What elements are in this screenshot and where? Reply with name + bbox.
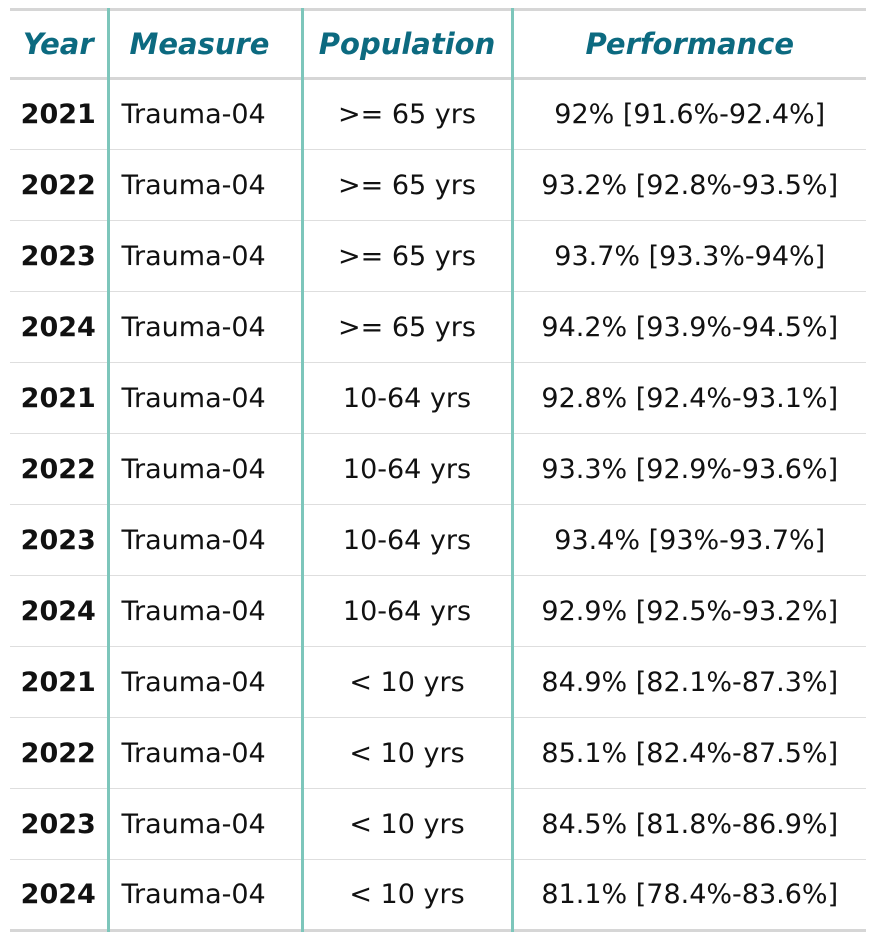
population-cell: < 10 yrs: [302, 788, 514, 860]
table-body: 2021 Trauma-04 >= 65 yrs 92% [91.6%-92.4%] 2…: [10, 78, 866, 931]
performance-table: Year Measure Population Performance 2021…: [10, 8, 866, 932]
measure-cell: Trauma-04: [108, 646, 304, 718]
table-row: 2022 Trauma-04 10-64 yrs 93.3% [92.9%-93.6%…: [10, 433, 866, 505]
year-cell: 2022: [10, 149, 110, 221]
performance-cell: 84.9% [82.1%-87.3%]: [541, 666, 839, 698]
performance-cell: 92.9% [92.5%-93.2%]: [541, 595, 839, 627]
table-row: 2021 Trauma-04 < 10 yrs 84.9% [82.1%-87.3%]: [10, 646, 866, 718]
table-row: 2021 Trauma-04 >= 65 yrs 92% [91.6%-92.4%]: [10, 78, 866, 150]
performance-cell: 85.1% [82.4%-87.5%]: [541, 737, 839, 769]
header-population: Population: [302, 9, 514, 79]
year-cell: 2021: [10, 78, 110, 150]
header-performance: Performance: [585, 27, 795, 61]
year-cell: 2022: [10, 433, 110, 505]
year-cell: 2023: [10, 788, 110, 860]
table-row: 2024 Trauma-04 10-64 yrs 92.9% [92.5%-93.2%…: [10, 575, 866, 647]
year-cell: 2023: [10, 504, 110, 576]
measure-cell: Trauma-04: [108, 575, 304, 647]
population-cell: 10-64 yrs: [302, 362, 514, 434]
table-row: 2021 Trauma-04 10-64 yrs 92.8% [92.4%-93.1%…: [10, 362, 866, 434]
table-row: 2022 Trauma-04 >= 65 yrs 93.2% [92.8%-93.5%…: [10, 149, 866, 221]
performance-cell: 92% [91.6%-92.4%]: [554, 99, 826, 130]
population-cell: < 10 yrs: [302, 859, 514, 931]
population-cell: 10-64 yrs: [302, 433, 514, 505]
year-cell: 2022: [10, 717, 110, 789]
table-row: 2023 Trauma-04 >= 65 yrs 93.7% [93.3%-94%]: [10, 220, 866, 292]
table-row: 2023 Trauma-04 10-64 yrs 93.4% [93%-93.7%]: [10, 504, 866, 576]
table-row: 2024 Trauma-04 < 10 yrs 81.1% [78.4%-83.6%]: [10, 859, 866, 931]
table-row: 2022 Trauma-04 < 10 yrs 85.1% [82.4%-87.5%]: [10, 717, 866, 789]
population-cell: >= 65 yrs: [302, 291, 514, 363]
population-cell: >= 65 yrs: [302, 149, 514, 221]
population-cell: 10-64 yrs: [302, 504, 514, 576]
year-cell: 2024: [10, 291, 110, 363]
measure-cell: Trauma-04: [108, 859, 304, 931]
table-row: 2024 Trauma-04 >= 65 yrs 94.2% [93.9%-94.5%…: [10, 291, 866, 363]
population-cell: < 10 yrs: [302, 646, 514, 718]
performance-cell: 93.2% [92.8%-93.5%]: [541, 169, 839, 201]
table-row: 2023 Trauma-04 < 10 yrs 84.5% [81.8%-86.9%]: [10, 788, 866, 860]
performance-cell: 93.3% [92.9%-93.6%]: [541, 453, 839, 485]
measure-cell: Trauma-04: [108, 433, 304, 505]
year-cell: 2021: [10, 362, 110, 434]
header-year: Year: [10, 9, 110, 79]
measure-cell: Trauma-04: [108, 717, 304, 789]
year-cell: 2021: [10, 646, 110, 718]
population-cell: < 10 yrs: [302, 717, 514, 789]
measure-cell: Trauma-04: [108, 220, 304, 292]
performance-cell: 93.7% [93.3%-94%]: [554, 240, 826, 272]
performance-cell: 93.4% [93%-93.7%]: [554, 524, 826, 556]
performance-cell: 92.8% [92.4%-93.1%]: [541, 382, 839, 414]
performance-table-container: Year Measure Population Performance 2021…: [10, 8, 866, 932]
measure-cell: Trauma-04: [108, 149, 304, 221]
population-cell: >= 65 yrs: [302, 78, 514, 150]
measure-cell: Trauma-04: [108, 362, 304, 434]
performance-cell: 81.1% [78.4%-83.6%]: [541, 879, 839, 910]
measure-cell: Trauma-04: [108, 291, 304, 363]
performance-cell: 94.2% [93.9%-94.5%]: [541, 311, 839, 343]
population-cell: >= 65 yrs: [302, 220, 514, 292]
header-measure: Measure: [108, 9, 304, 79]
year-cell: 2023: [10, 220, 110, 292]
measure-cell: Trauma-04: [108, 78, 304, 150]
measure-cell: Trauma-04: [108, 788, 304, 860]
table-header-row: Year Measure Population Performance: [10, 9, 866, 79]
measure-cell: Trauma-04: [108, 504, 304, 576]
performance-cell: 84.5% [81.8%-86.9%]: [541, 808, 839, 840]
year-cell: 2024: [10, 575, 110, 647]
population-cell: 10-64 yrs: [302, 575, 514, 647]
year-cell: 2024: [10, 859, 110, 931]
